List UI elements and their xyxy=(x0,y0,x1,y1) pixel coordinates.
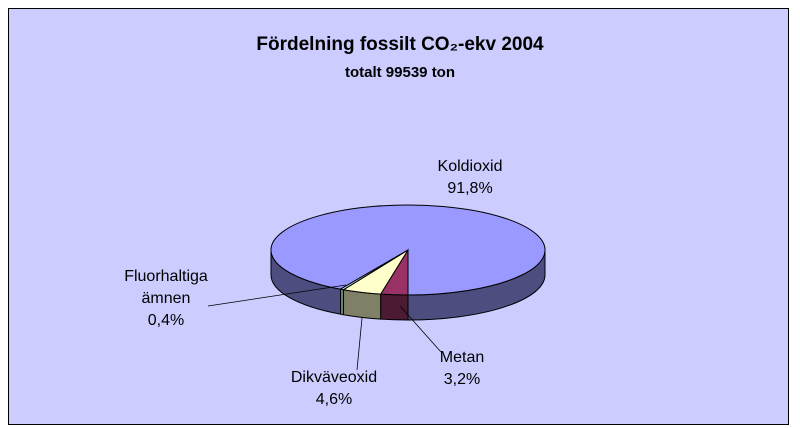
slice-label: Dikväveoxid xyxy=(290,369,378,386)
slice-label: Koldioxid xyxy=(437,158,503,175)
slice-value-label: 91,8% xyxy=(447,180,493,197)
slice-side xyxy=(339,288,345,316)
slice xyxy=(339,249,409,291)
slice-side xyxy=(380,293,409,321)
leader-line xyxy=(356,317,363,371)
slice-value-label: 0,4% xyxy=(147,312,185,329)
slice-value-label: 4,6% xyxy=(315,391,353,408)
leader-line xyxy=(207,284,347,307)
leader-line xyxy=(399,305,442,353)
chart-subtitle: totalt 99539 ton xyxy=(344,64,456,81)
slice-label: Metan xyxy=(439,349,485,366)
slice-value-label: 3,2% xyxy=(443,371,481,388)
slice-label: Fluorhaltiga ämnen xyxy=(124,268,208,307)
chart-title: Fördelning fossilt CO₂-ekv 2004 xyxy=(256,34,544,55)
